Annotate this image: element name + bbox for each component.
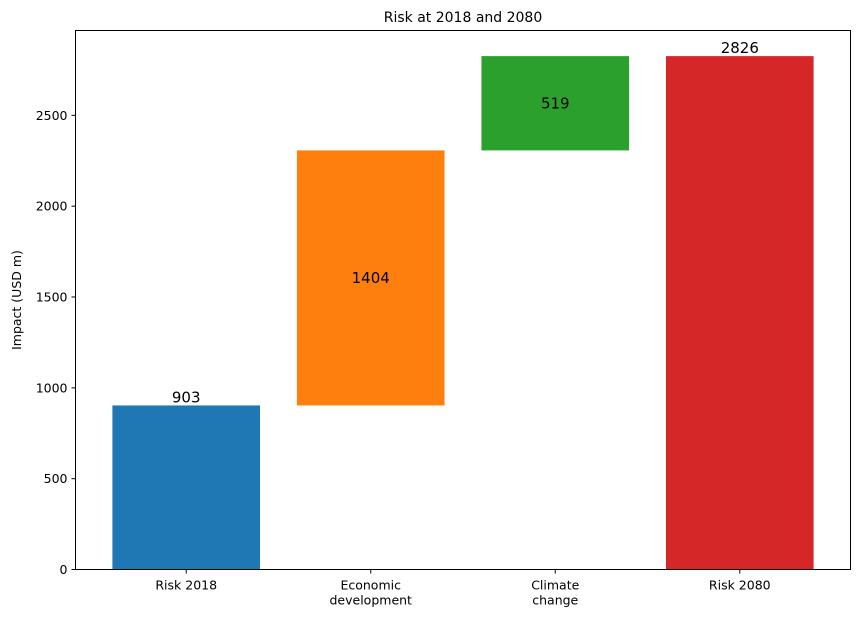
bar-2 bbox=[481, 56, 630, 151]
x-axis: Risk 2018 Economic development Climate chang… bbox=[155, 569, 771, 608]
plot-frame bbox=[75, 30, 851, 570]
x-tick-label-line: Climate bbox=[531, 578, 579, 593]
chart-title: Risk at 2018 and 2080 bbox=[384, 10, 542, 26]
x-tick-label-3: Risk 2080 bbox=[709, 578, 771, 593]
x-tick-label-line: Economic bbox=[340, 578, 401, 593]
data-label-1: 1404 bbox=[352, 269, 390, 287]
bar-3 bbox=[665, 56, 814, 570]
x-tick-label-line: development bbox=[330, 593, 413, 608]
y-tick-label-4: 2000 bbox=[36, 199, 68, 214]
bar-1 bbox=[296, 150, 445, 406]
x-tick-label-line: change bbox=[532, 593, 578, 608]
y-tick-label-5: 2500 bbox=[36, 108, 68, 123]
data-label-3: 2826 bbox=[721, 39, 759, 57]
y-tick-label-3: 1500 bbox=[36, 290, 68, 305]
data-label-0: 903 bbox=[172, 388, 201, 406]
y-tick-label-0: 0 bbox=[60, 562, 68, 577]
y-tick-label-2: 1000 bbox=[36, 380, 68, 395]
y-axis-label: Impact (USD m) bbox=[9, 250, 24, 350]
x-tick-label-2: Climate change bbox=[531, 578, 579, 608]
x-tick-label-line: Risk 2080 bbox=[709, 578, 771, 593]
y-axis: 0 500 1000 1500 2000 2500 bbox=[36, 108, 76, 577]
data-label-2: 519 bbox=[541, 94, 570, 112]
x-tick-label-0: Risk 2018 bbox=[155, 578, 217, 593]
bar-0 bbox=[112, 405, 261, 570]
x-tick-label-line: Risk 2018 bbox=[155, 578, 217, 593]
y-tick-label-1: 500 bbox=[44, 471, 68, 486]
data-labels-group: 903 1404 519 2826 bbox=[172, 39, 759, 406]
bars-group bbox=[112, 56, 814, 570]
x-tick-label-1: Economic development bbox=[330, 578, 413, 608]
